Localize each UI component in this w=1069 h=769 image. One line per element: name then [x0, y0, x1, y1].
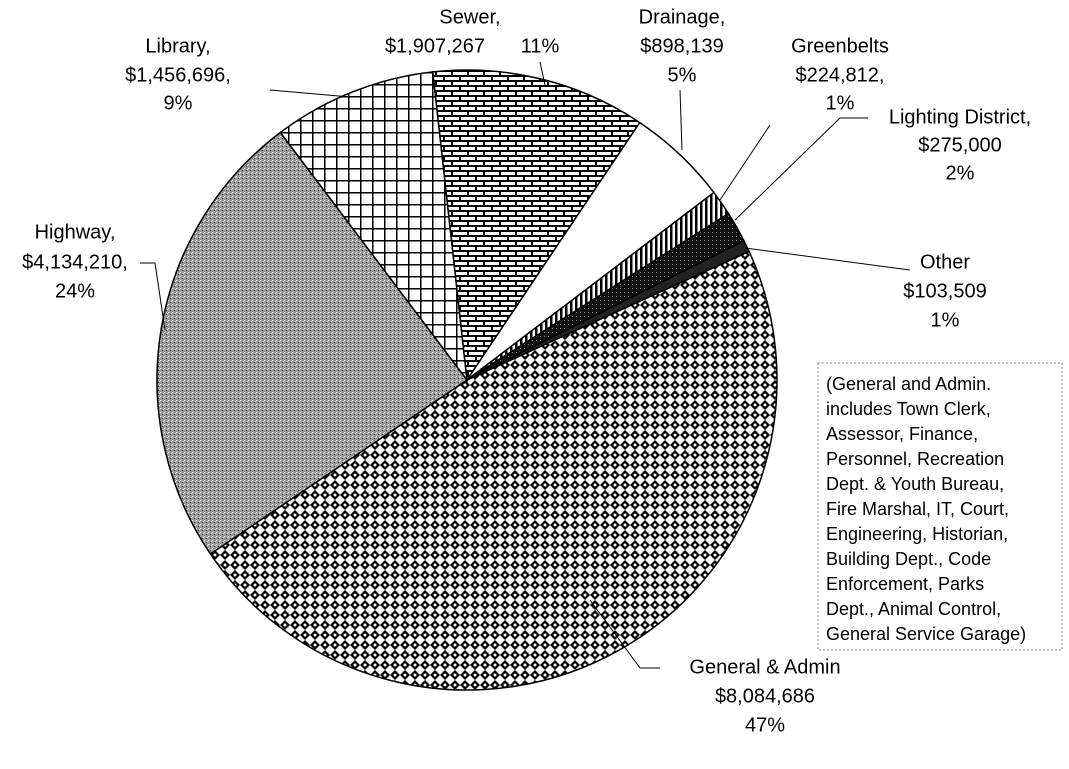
category-label: General & Admin: [689, 656, 840, 678]
leader-line: [679, 89, 683, 151]
annotation-line: General Service Garage): [826, 624, 1026, 644]
leader-line: [539, 61, 546, 86]
annotation-line: Assessor, Finance,: [826, 424, 978, 444]
annotation-line: Dept. & Youth Bureau,: [826, 474, 1004, 494]
leader-line: [734, 117, 868, 221]
annotation-line: Personnel, Recreation: [826, 449, 1004, 469]
leader-line: [589, 599, 660, 669]
category-label: Greenbelts: [791, 35, 889, 57]
pie-slice: [432, 69, 641, 383]
category-label: Library,: [145, 35, 210, 57]
annotation-line: Fire Marshal, IT, Court,: [826, 499, 1009, 519]
pie-slice: [279, 71, 469, 383]
category-label: Highway,: [35, 221, 116, 243]
leader-line: [269, 89, 351, 98]
value-label: $8,084,686: [715, 685, 815, 707]
percent-label: 11%: [521, 35, 560, 57]
value-label: $1,907,267: [385, 35, 485, 57]
percent-label: 5%: [668, 64, 697, 86]
category-label: Sewer,: [439, 6, 500, 28]
category-label: Lighting District,: [889, 106, 1031, 128]
leader-line: [140, 262, 166, 331]
category-label: Drainage,: [639, 6, 726, 28]
percent-label: 2%: [946, 162, 975, 184]
percent-label: 47%: [745, 714, 785, 736]
value-label: $898,139: [640, 35, 723, 57]
annotation-line: includes Town Clerk,: [826, 399, 991, 419]
pie-slice: [466, 239, 751, 381]
value-label: $1,456,696,: [125, 64, 231, 86]
pie-slice: [156, 131, 469, 556]
value-label: $224,812,: [796, 64, 885, 86]
annotation-box: [817, 362, 1063, 651]
annotation-line: Dept., Animal Control,: [826, 599, 1001, 619]
labels: General & Admin $8,084,686 47% Highway, $4,1…: [22, 6, 1031, 736]
percent-label: 1%: [826, 92, 855, 114]
value-label: $103,509: [903, 280, 986, 302]
leader-line: [744, 247, 911, 271]
leader-line: [719, 124, 771, 201]
value-label: $275,000: [918, 134, 1001, 156]
annotation-line: (General and Admin.: [826, 374, 991, 394]
percent-label: 9%: [164, 92, 193, 114]
annotation-line: Engineering, Historian,: [826, 524, 1008, 544]
value-label: $4,134,210,: [22, 251, 128, 273]
annotation-line: Enforcement, Parks: [826, 574, 984, 594]
annotation-line: Building Dept., Code: [826, 549, 991, 569]
category-label: Other: [920, 251, 970, 273]
pie: [156, 69, 778, 691]
percent-label: 1%: [931, 309, 960, 331]
pie-slice: [209, 250, 778, 691]
percent-label: 24%: [55, 280, 95, 302]
